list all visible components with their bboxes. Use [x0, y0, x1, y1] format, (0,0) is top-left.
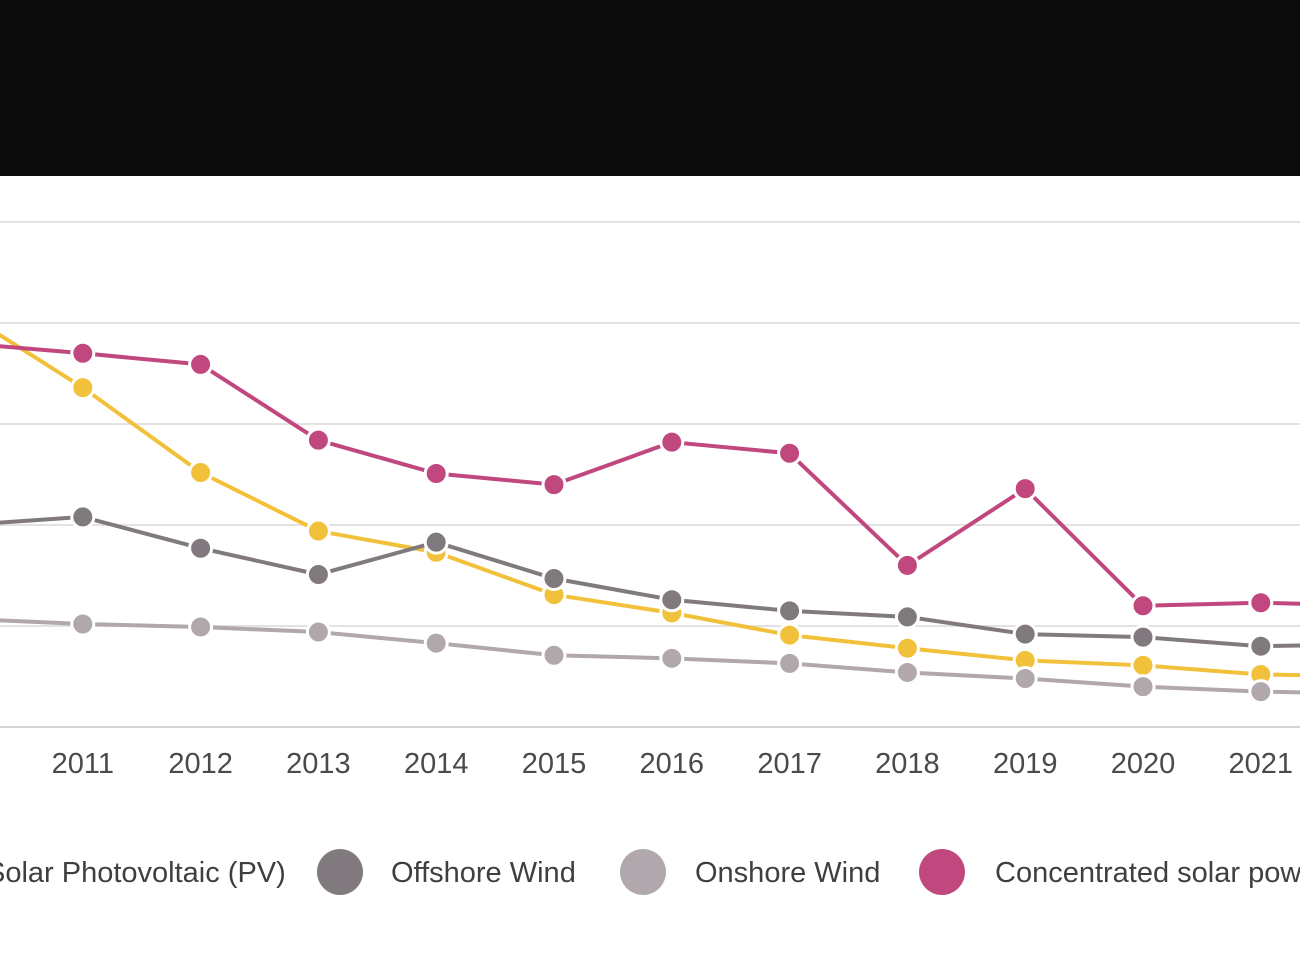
x-tick-label: 2021 — [1229, 748, 1294, 780]
data-point — [777, 598, 803, 624]
x-tick-label: 2019 — [993, 748, 1058, 780]
legend-swatch — [317, 849, 363, 895]
data-point — [894, 604, 920, 630]
x-tick-label: 2012 — [168, 748, 233, 780]
data-point — [1012, 666, 1038, 692]
legend-item-offshore-wind: Offshore Wind — [317, 849, 576, 895]
legend-label: Concentrated solar power (CSP) — [995, 857, 1300, 889]
data-point — [305, 518, 331, 544]
data-point — [423, 630, 449, 656]
data-point — [1248, 590, 1274, 616]
data-point — [188, 535, 214, 561]
data-point — [1012, 476, 1038, 502]
data-point — [541, 566, 567, 592]
data-point — [188, 351, 214, 377]
legend-label: Onshore Wind — [695, 857, 880, 889]
legend-swatch — [620, 849, 666, 895]
legend-item-onshore-wind: Onshore Wind — [620, 849, 880, 895]
legend-label: Solar Photovoltaic (PV) — [0, 857, 286, 889]
data-point — [70, 504, 96, 530]
data-point — [894, 552, 920, 578]
data-point — [1248, 633, 1274, 659]
data-point — [1248, 679, 1274, 705]
x-tick-label: 2018 — [875, 748, 940, 780]
legend-item-concentrated-solar-power-csp: Concentrated solar power (CSP) — [919, 849, 1300, 895]
data-point — [894, 635, 920, 661]
data-point — [423, 460, 449, 486]
data-point — [659, 587, 685, 613]
data-point — [541, 642, 567, 668]
x-tick-label: 2011 — [52, 748, 114, 780]
data-point — [541, 472, 567, 498]
data-point — [423, 529, 449, 555]
data-point — [1130, 652, 1156, 678]
data-point — [70, 611, 96, 637]
data-point — [777, 440, 803, 466]
x-tick-label: 2015 — [522, 748, 587, 780]
data-point — [70, 375, 96, 401]
data-point — [1130, 674, 1156, 700]
data-point — [188, 614, 214, 640]
x-tick-label: 2016 — [640, 748, 705, 780]
x-axis-ticks: 2010201120122013201420152016201720182019… — [52, 748, 1294, 780]
x-tick-label: 2020 — [1111, 748, 1176, 780]
data-point — [305, 619, 331, 645]
data-point — [1130, 624, 1156, 650]
legend: Solar Photovoltaic (PV) Offshore Wind Onsh… — [0, 849, 1300, 895]
x-tick-label: 2014 — [404, 748, 469, 780]
legend-swatch — [919, 849, 965, 895]
data-point — [1012, 621, 1038, 647]
data-point — [305, 561, 331, 587]
data-point — [777, 650, 803, 676]
top-black-bar — [0, 0, 1300, 176]
legend-item-solar-photovoltaic-pv: Solar Photovoltaic (PV) — [0, 857, 286, 889]
data-point — [894, 659, 920, 685]
data-point — [659, 645, 685, 671]
data-point — [70, 340, 96, 366]
data-point — [659, 429, 685, 455]
data-point — [777, 622, 803, 648]
series-onshore-wind — [0, 611, 1300, 705]
series-concentrated-solar-power-csp — [0, 340, 1300, 619]
legend-label: Offshore Wind — [391, 857, 576, 889]
series — [0, 332, 1300, 705]
data-point — [188, 459, 214, 485]
series-offshore-wind — [0, 504, 1300, 659]
data-point — [1130, 593, 1156, 619]
x-tick-label: 2013 — [286, 748, 351, 780]
data-point — [305, 427, 331, 453]
x-tick-label: 2017 — [757, 748, 822, 780]
